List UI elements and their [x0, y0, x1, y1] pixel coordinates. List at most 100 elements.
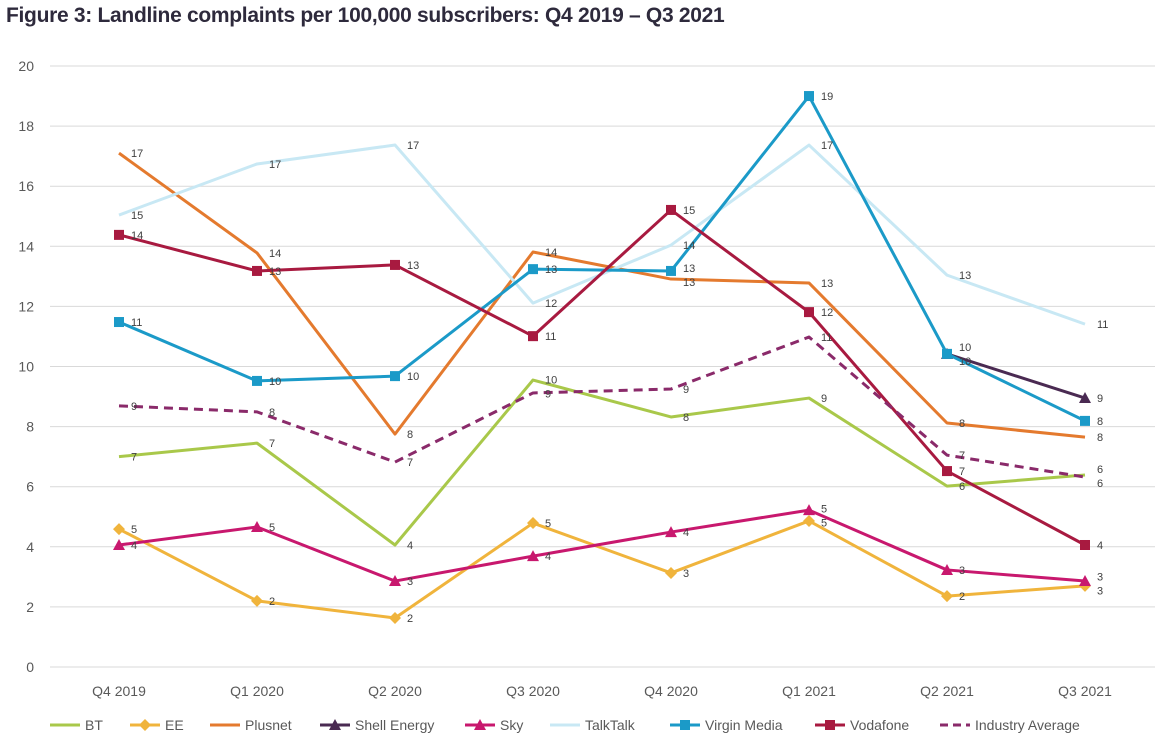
legend-marker-shell-energy: [329, 719, 341, 730]
x-tick-label: Q1 2021: [782, 683, 836, 699]
data-label-talktalk: 13: [959, 270, 971, 282]
legend-label-vodafone: Vodafone: [850, 717, 909, 733]
x-tick-label: Q3 2021: [1058, 683, 1112, 699]
data-label-plusnet: 8: [1097, 432, 1103, 444]
data-point-ee: [251, 594, 263, 607]
data-point-vodafone: [942, 466, 952, 477]
data-label-ee: 5: [821, 518, 827, 530]
data-label-sky: 4: [131, 540, 137, 552]
data-label-bt: 7: [269, 438, 275, 450]
x-tick-label: Q4 2020: [644, 683, 698, 699]
y-tick-label: 0: [26, 659, 34, 675]
y-tick-label: 2: [26, 599, 34, 615]
data-point-ee: [665, 566, 677, 579]
data-label-sky: 4: [545, 551, 551, 563]
data-point-virgin-media: [1080, 415, 1090, 426]
y-tick-label: 6: [26, 479, 34, 495]
series-line-plusnet: [118, 151, 1086, 439]
data-label-industry-average: 8: [269, 407, 275, 419]
data-label-vodafone: 11: [545, 331, 556, 343]
chart-title: Figure 3: Landline complaints per 100,00…: [6, 4, 725, 27]
data-label-bt: 9: [821, 393, 827, 405]
data-point-vodafone: [528, 331, 538, 342]
data-label-plusnet: 8: [959, 418, 965, 430]
legend-label-bt: BT: [85, 717, 103, 733]
data-point-ee: [389, 612, 401, 625]
data-label-ee: 3: [1097, 585, 1103, 597]
data-point-ee: [527, 517, 539, 530]
data-label-vodafone: 14: [131, 230, 143, 242]
data-point-virgin-media: [804, 91, 814, 102]
data-point-sky: [527, 550, 539, 562]
y-tick-label: 4: [26, 539, 34, 555]
y-tick-label: 10: [18, 359, 34, 375]
data-point-vodafone: [666, 204, 676, 215]
data-label-virgin-media: 10: [959, 356, 971, 368]
data-label-virgin-media: 13: [683, 263, 695, 275]
legend-label-talktalk: TalkTalk: [585, 717, 636, 733]
data-point-vodafone: [804, 307, 814, 318]
data-label-vodafone: 13: [269, 266, 281, 278]
data-point-sky: [113, 538, 125, 550]
legend-marker-vodafone: [825, 720, 835, 730]
data-label-sky: 4: [683, 527, 689, 539]
legend-marker-virgin-media: [680, 720, 690, 730]
data-label-bt: 6: [1097, 464, 1103, 476]
data-label-plusnet: 13: [683, 277, 695, 289]
data-label-virgin-media: 19: [821, 91, 833, 103]
data-point-shell-energy: [1079, 392, 1091, 404]
data-point-sky: [1079, 575, 1091, 587]
legend-label-sky: Sky: [500, 717, 523, 733]
data-label-vodafone: 13: [407, 260, 419, 272]
data-point-ee: [113, 523, 125, 536]
data-label-industry-average: 9: [683, 384, 689, 396]
y-tick-label: 16: [18, 178, 34, 194]
data-label-shell-energy: 10: [959, 342, 971, 354]
series-line-virgin-media: [118, 94, 1086, 423]
legend-label-virgin-media: Virgin Media: [705, 717, 783, 733]
data-point-vodafone: [114, 229, 124, 240]
data-label-vodafone: 15: [683, 205, 695, 217]
legend-label-plusnet: Plusnet: [245, 717, 292, 733]
data-label-industry-average: 9: [545, 388, 551, 400]
y-tick-label: 18: [18, 118, 34, 134]
data-point-vodafone: [252, 265, 262, 276]
data-label-plusnet: 13: [821, 278, 833, 290]
data-label-talktalk: 15: [131, 210, 143, 222]
data-label-bt: 10: [545, 374, 557, 386]
x-tick-label: Q1 2020: [230, 683, 284, 699]
series-line-ee: [118, 519, 1086, 620]
x-tick-label: Q2 2021: [920, 683, 974, 699]
data-label-talktalk: 17: [269, 159, 281, 171]
data-label-bt: 4: [407, 540, 413, 552]
legend-marker-sky: [474, 719, 486, 730]
data-point-ee: [941, 590, 953, 603]
data-label-plusnet: 17: [131, 148, 143, 160]
data-point-vodafone: [390, 259, 400, 270]
data-label-ee: 2: [959, 591, 965, 603]
y-tick-label: 12: [18, 298, 34, 314]
data-point-virgin-media: [390, 371, 400, 382]
data-point-sky: [803, 504, 815, 516]
data-label-talktalk: 17: [821, 140, 833, 152]
data-label-plusnet: 8: [407, 429, 413, 441]
legend-marker-ee: [139, 719, 151, 731]
legend-label-shell-energy: Shell Energy: [355, 717, 434, 733]
data-label-shell-energy: 9: [1097, 393, 1103, 405]
data-label-ee: 5: [131, 524, 137, 536]
data-label-bt: 6: [959, 481, 965, 493]
data-label-talktalk: 14: [683, 240, 695, 252]
data-point-sky: [389, 575, 401, 587]
data-point-vodafone: [1080, 539, 1090, 550]
series-line-vodafone: [118, 208, 1086, 547]
data-label-virgin-media: 10: [269, 376, 281, 388]
data-label-ee: 3: [683, 568, 689, 580]
data-label-plusnet: 14: [269, 248, 281, 260]
data-label-virgin-media: 8: [1097, 416, 1103, 428]
series-line-sky: [118, 508, 1086, 583]
data-label-vodafone: 4: [1097, 540, 1103, 552]
data-point-sky: [941, 563, 953, 575]
data-point-virgin-media: [942, 348, 952, 359]
x-tick-label: Q2 2020: [368, 683, 422, 699]
data-label-ee: 2: [269, 596, 275, 608]
